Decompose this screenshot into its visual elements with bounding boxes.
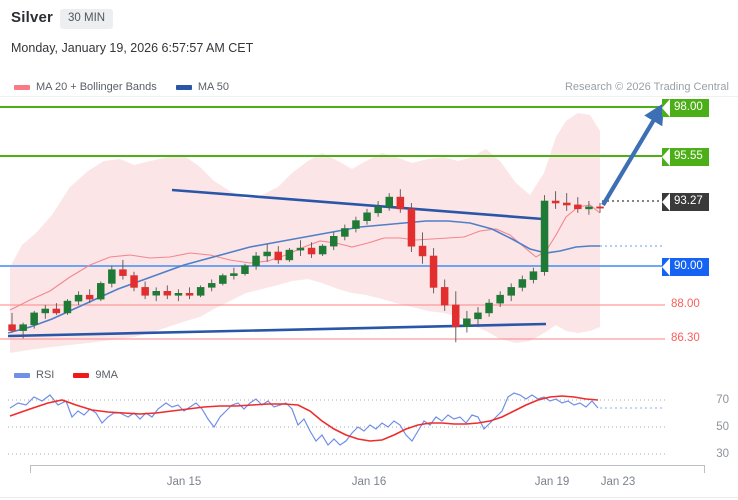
- x-axis-tick-right: [704, 465, 705, 473]
- candlestick-series: [8, 189, 604, 343]
- ma20-line: [9, 204, 601, 311]
- rsi-legend: RSI 9MA: [14, 369, 134, 381]
- price-label-98-text: 98.00: [662, 99, 709, 117]
- rsi-line: [9, 392, 599, 446]
- datetime-label: Monday, January 19, 2026 6:57:57 AM CET: [11, 41, 254, 55]
- price-chart-svg: [0, 102, 668, 353]
- descending-trendline: [171, 188, 544, 221]
- price-label-95-55[interactable]: 95.55: [662, 148, 709, 166]
- legend-item-ma50[interactable]: MA 50: [175, 81, 230, 94]
- footer-divider: [0, 497, 738, 498]
- research-credit: Research © 2026 Trading Central: [564, 81, 729, 93]
- legend-label-rsi: RSI: [36, 369, 55, 382]
- rsi-chart-svg: [8, 392, 665, 455]
- price-label-86-30: 86.30: [671, 332, 700, 344]
- price-label-95-55-text: 95.55: [662, 148, 709, 166]
- x-axis-label-jan16: Jan 16: [351, 476, 387, 488]
- ma20-swatch-icon: [14, 84, 30, 90]
- x-axis-label-jan19: Jan 19: [534, 476, 570, 488]
- price-chart-pane[interactable]: [0, 95, 738, 360]
- forecast-arrow: [601, 102, 665, 207]
- rsi-9ma-line: [9, 395, 599, 442]
- rsi-swatch-icon: [14, 372, 30, 378]
- rsi-chart-pane[interactable]: [0, 383, 738, 465]
- x-axis-label-jan15: Jan 15: [166, 476, 202, 488]
- price-label-90-text: 90.00: [662, 258, 709, 276]
- price-label-98[interactable]: 98.00: [662, 99, 709, 117]
- rsi-label-50: 50: [716, 421, 729, 433]
- price-label-90[interactable]: 90.00: [662, 258, 709, 276]
- x-axis-tick-left: [30, 465, 31, 473]
- ma50-line: [7, 220, 600, 334]
- legend-item-rsi-9ma[interactable]: 9MA: [73, 369, 118, 381]
- price-label-93-27[interactable]: 93.27: [662, 193, 709, 211]
- legend-label-ma50: MA 50: [197, 81, 230, 94]
- ma50-swatch-icon: [175, 84, 192, 90]
- rsi-label-70: 70: [716, 394, 729, 406]
- legend-label-ma20: MA 20 + Bollinger Bands: [36, 81, 157, 94]
- price-legend: MA 20 + Bollinger Bands MA 50: [14, 81, 245, 93]
- header-divider: [0, 96, 738, 97]
- rsi-9ma-swatch-icon: [73, 372, 90, 378]
- x-axis-label-jan23: Jan 23: [600, 476, 636, 488]
- symbol-title: Silver: [11, 9, 54, 26]
- x-axis: Jan 15 Jan 16 Jan 19 Jan 23: [0, 465, 738, 500]
- legend-label-rsi-9ma: 9MA: [95, 369, 119, 382]
- rsi-label-30: 30: [716, 448, 729, 460]
- price-label-88: 88.00: [671, 298, 700, 310]
- x-axis-line: [30, 465, 705, 466]
- legend-item-rsi[interactable]: RSI: [14, 369, 54, 381]
- price-label-93-27-text: 93.27: [662, 193, 709, 211]
- timeframe-badge[interactable]: 30 MIN: [60, 9, 114, 29]
- bollinger-band-area: [10, 113, 600, 353]
- chart-header: Silver 30 MIN: [0, 0, 738, 34]
- legend-item-ma20[interactable]: MA 20 + Bollinger Bands: [14, 81, 157, 93]
